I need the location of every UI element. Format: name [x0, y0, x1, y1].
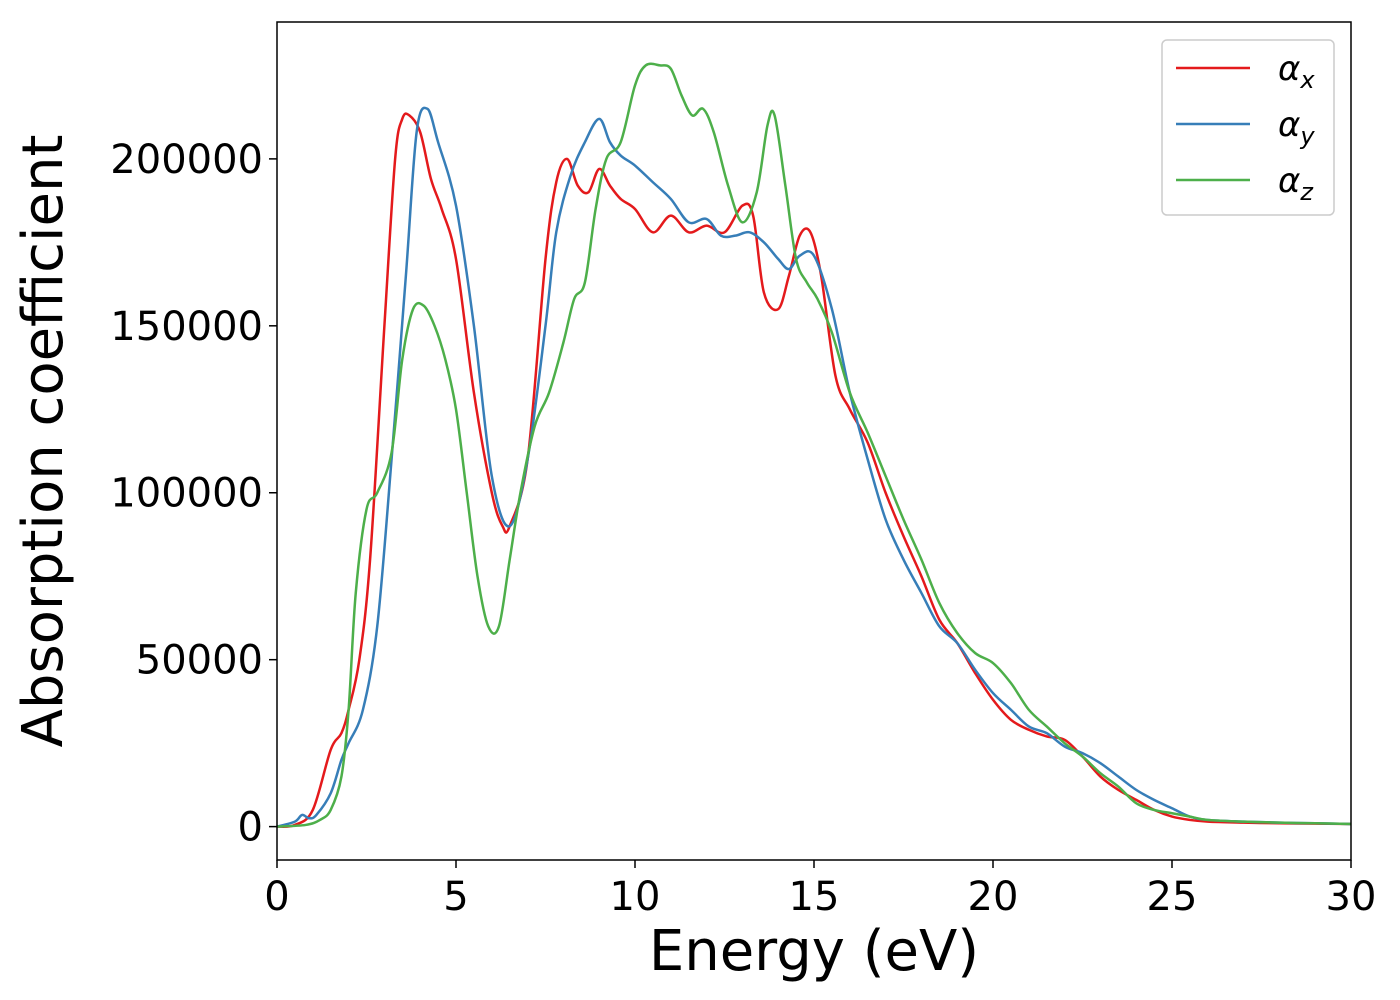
series-layer	[277, 62, 1351, 828]
x-tick-label: 20	[968, 874, 1019, 920]
x-tick-label: 5	[443, 874, 468, 920]
x-axis-label: Energy (eV)	[649, 919, 979, 984]
x-tick-label: 10	[610, 874, 661, 920]
x-tick-label: 15	[789, 874, 840, 920]
series-lines	[277, 62, 1351, 828]
x-axis: 0 5 10 15 20 25 30	[264, 860, 1376, 920]
legend-subscript: x	[1299, 66, 1315, 94]
x-tick-label: 0	[264, 874, 289, 920]
legend-label-y: αy	[1278, 105, 1315, 150]
legend-box	[1161, 39, 1335, 216]
legend-symbol: α	[1278, 105, 1300, 145]
legend-subscript: y	[1299, 122, 1315, 150]
y-tick-label: 0	[238, 805, 263, 851]
y-axis: 0 50000 100000 150000 200000	[110, 137, 277, 851]
legend-label-x: αx	[1278, 49, 1315, 94]
x-tick-label: 30	[1326, 874, 1377, 920]
legend-symbol: α	[1278, 49, 1300, 89]
y-tick-label: 100000	[110, 471, 263, 517]
legend-subscript: z	[1299, 178, 1314, 206]
y-tick-label: 200000	[110, 137, 263, 183]
x-tick-label: 25	[1147, 874, 1198, 920]
legend-symbol: α	[1278, 161, 1300, 201]
series-line-x	[277, 112, 1351, 828]
y-axis-label: Absorption coefficient	[11, 135, 76, 748]
legend-label-z: αz	[1278, 161, 1314, 206]
y-tick-label: 150000	[110, 304, 263, 350]
series-line-z	[277, 62, 1351, 828]
y-tick-label: 50000	[136, 638, 263, 684]
